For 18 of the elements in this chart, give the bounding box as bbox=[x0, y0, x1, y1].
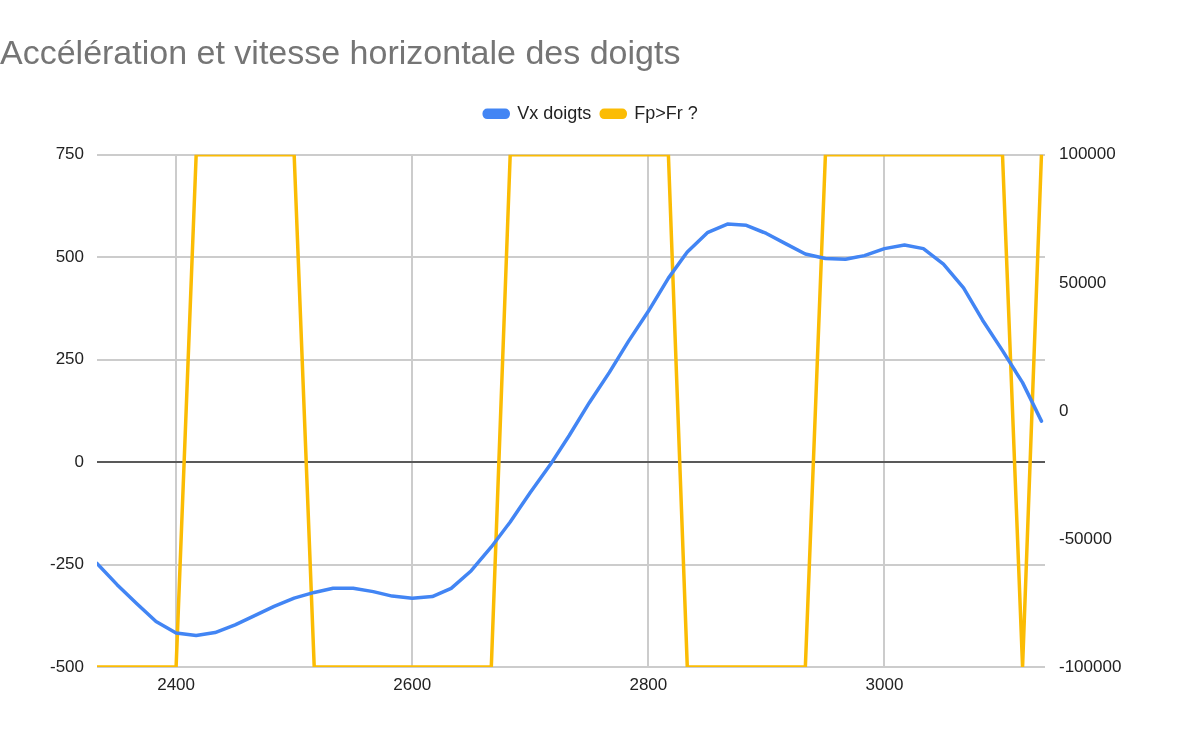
x-tick-label: 2600 bbox=[393, 674, 432, 694]
y2-tick-label: -100000 bbox=[1059, 656, 1122, 676]
y-tick-label: -250 bbox=[49, 554, 84, 574]
x-tick-label: 3000 bbox=[865, 674, 904, 694]
y-tick-label: 500 bbox=[55, 246, 84, 266]
y2-tick-label: 0 bbox=[1059, 400, 1069, 420]
y-tick-label: -500 bbox=[49, 656, 84, 676]
chart-title: Accélération et vitesse horizontale des doigts bbox=[0, 32, 681, 71]
legend-label: Fp>Fr ? bbox=[634, 102, 698, 123]
legend-label: Vx doigts bbox=[517, 102, 592, 123]
y2-tick-label: -50000 bbox=[1059, 528, 1112, 548]
y2-tick-label: 100000 bbox=[1059, 144, 1116, 164]
y-tick-label: 0 bbox=[74, 451, 84, 471]
x-tick-label: 2800 bbox=[629, 674, 668, 694]
y2-tick-label: 50000 bbox=[1059, 272, 1107, 292]
y-tick-label: 250 bbox=[55, 349, 84, 369]
x-tick-label: 2400 bbox=[157, 674, 196, 694]
y-tick-label: 750 bbox=[55, 144, 84, 164]
